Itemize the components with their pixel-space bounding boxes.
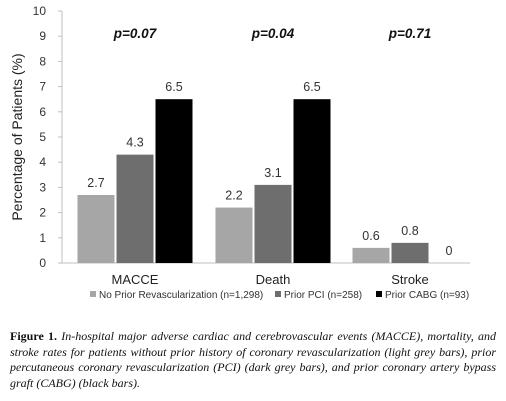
legend-swatch	[275, 291, 281, 297]
figure-caption: Figure 1. In-hospital major adverse card…	[10, 329, 496, 391]
y-tick-label: 3	[39, 180, 46, 194]
y-tick-label: 0	[39, 256, 46, 270]
bar	[77, 194, 115, 263]
y-tick-label: 5	[39, 130, 46, 144]
legend-swatch	[90, 291, 96, 297]
x-category-label: Death	[256, 272, 291, 287]
p-value-annotation: p=0.07	[113, 26, 158, 41]
data-label: 2.7	[87, 176, 104, 190]
data-label: 2.2	[225, 189, 242, 203]
y-tick-label: 6	[39, 105, 46, 119]
y-tick-label: 1	[39, 231, 46, 245]
legend-label: Prior PCI (n=258)	[284, 290, 362, 301]
bar	[254, 184, 292, 263]
legend-label: No Prior Revascularization (n=1,298)	[99, 290, 263, 301]
y-tick-label: 9	[39, 29, 46, 43]
data-label: 0	[446, 244, 453, 258]
x-category-label: Stroke	[391, 272, 429, 287]
caption-text: In-hospital major adverse cardiac and ce…	[10, 329, 497, 390]
x-category-label: MACCE	[112, 272, 159, 287]
y-axis-label: Percentage of Patients (%)	[9, 53, 25, 220]
data-label: 0.8	[401, 224, 418, 238]
data-label: 0.6	[362, 229, 379, 243]
caption-label: Figure 1.	[10, 329, 58, 343]
y-tick-label: 10	[33, 4, 47, 18]
bar	[391, 242, 429, 263]
legend-swatch	[376, 291, 382, 297]
p-value-annotation: p=0.04	[251, 26, 295, 41]
bar	[293, 99, 331, 263]
data-label: 3.1	[264, 166, 281, 180]
data-label: 6.5	[165, 80, 182, 94]
bar	[352, 247, 390, 263]
y-tick-label: 8	[39, 54, 46, 68]
data-label: 4.3	[126, 136, 143, 150]
y-tick-label: 2	[39, 206, 46, 220]
legend-label: Prior CABG (n=93)	[385, 290, 469, 301]
p-value-annotation: p=0.71	[388, 26, 431, 41]
bar	[116, 154, 154, 263]
bar	[215, 207, 253, 263]
y-tick-label: 7	[39, 80, 46, 94]
data-label: 6.5	[303, 80, 320, 94]
y-tick-label: 4	[39, 155, 46, 169]
bar	[155, 99, 193, 263]
bar-chart: 0 1 2 3 4 5 6 7 8 9 10 Percentage of Patients (%) 2.…	[9, 4, 470, 301]
